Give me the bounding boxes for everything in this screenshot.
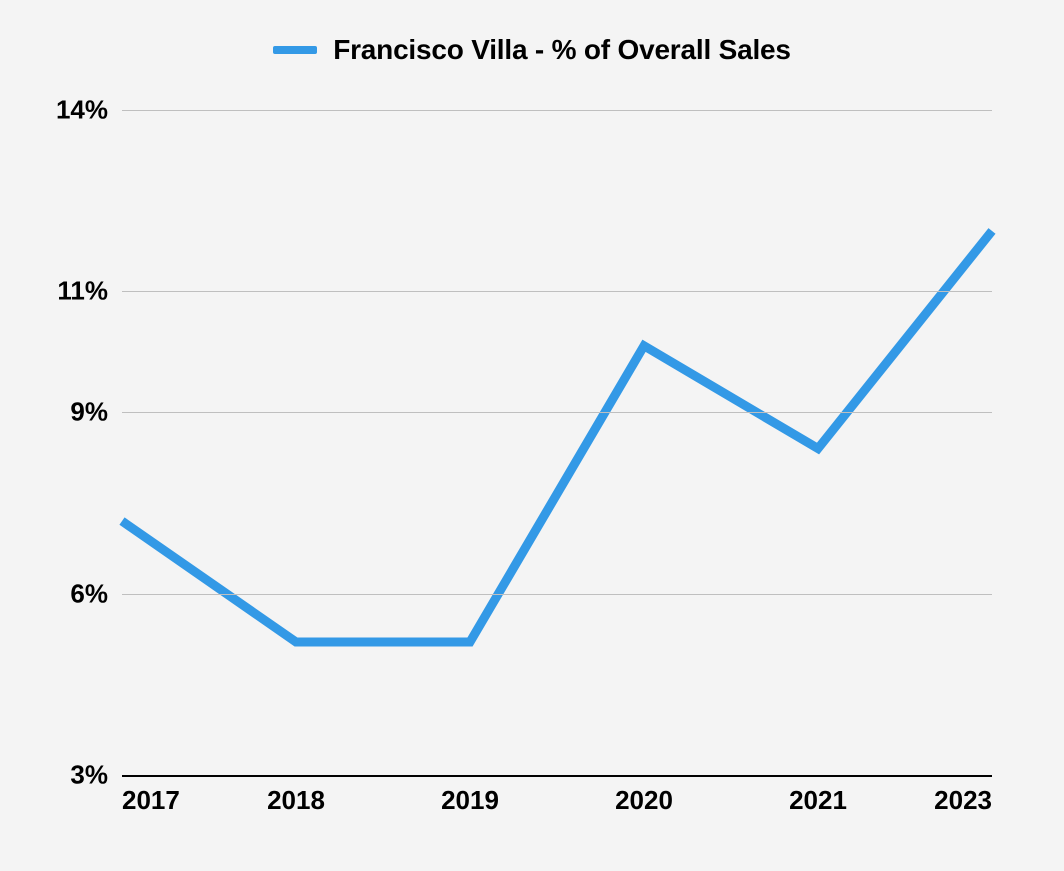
x-tick-label: 2018 (267, 775, 325, 816)
gridline (122, 594, 992, 595)
line-chart: Francisco Villa - % of Overall Sales 3%6… (0, 0, 1064, 871)
y-tick-label: 11% (57, 276, 122, 307)
legend-item: Francisco Villa - % of Overall Sales (273, 34, 791, 66)
gridline (122, 291, 992, 292)
gridline (122, 110, 992, 111)
x-tick-label: 2021 (789, 775, 847, 816)
x-tick-label: 2023 (934, 775, 992, 816)
y-tick-label: 6% (70, 578, 122, 609)
chart-legend: Francisco Villa - % of Overall Sales (0, 34, 1064, 66)
line-series (122, 110, 992, 775)
plot-area: 3%6%9%11%14%201720182019202020212023 (122, 110, 992, 775)
y-tick-label: 9% (70, 397, 122, 428)
x-tick-label: 2020 (615, 775, 673, 816)
x-tick-label: 2017 (122, 775, 180, 816)
legend-swatch (273, 46, 317, 54)
y-tick-label: 14% (56, 95, 122, 126)
gridline (122, 412, 992, 413)
x-axis-line (122, 775, 992, 777)
y-tick-label: 3% (70, 760, 122, 791)
x-tick-label: 2019 (441, 775, 499, 816)
legend-label: Francisco Villa - % of Overall Sales (333, 34, 791, 66)
